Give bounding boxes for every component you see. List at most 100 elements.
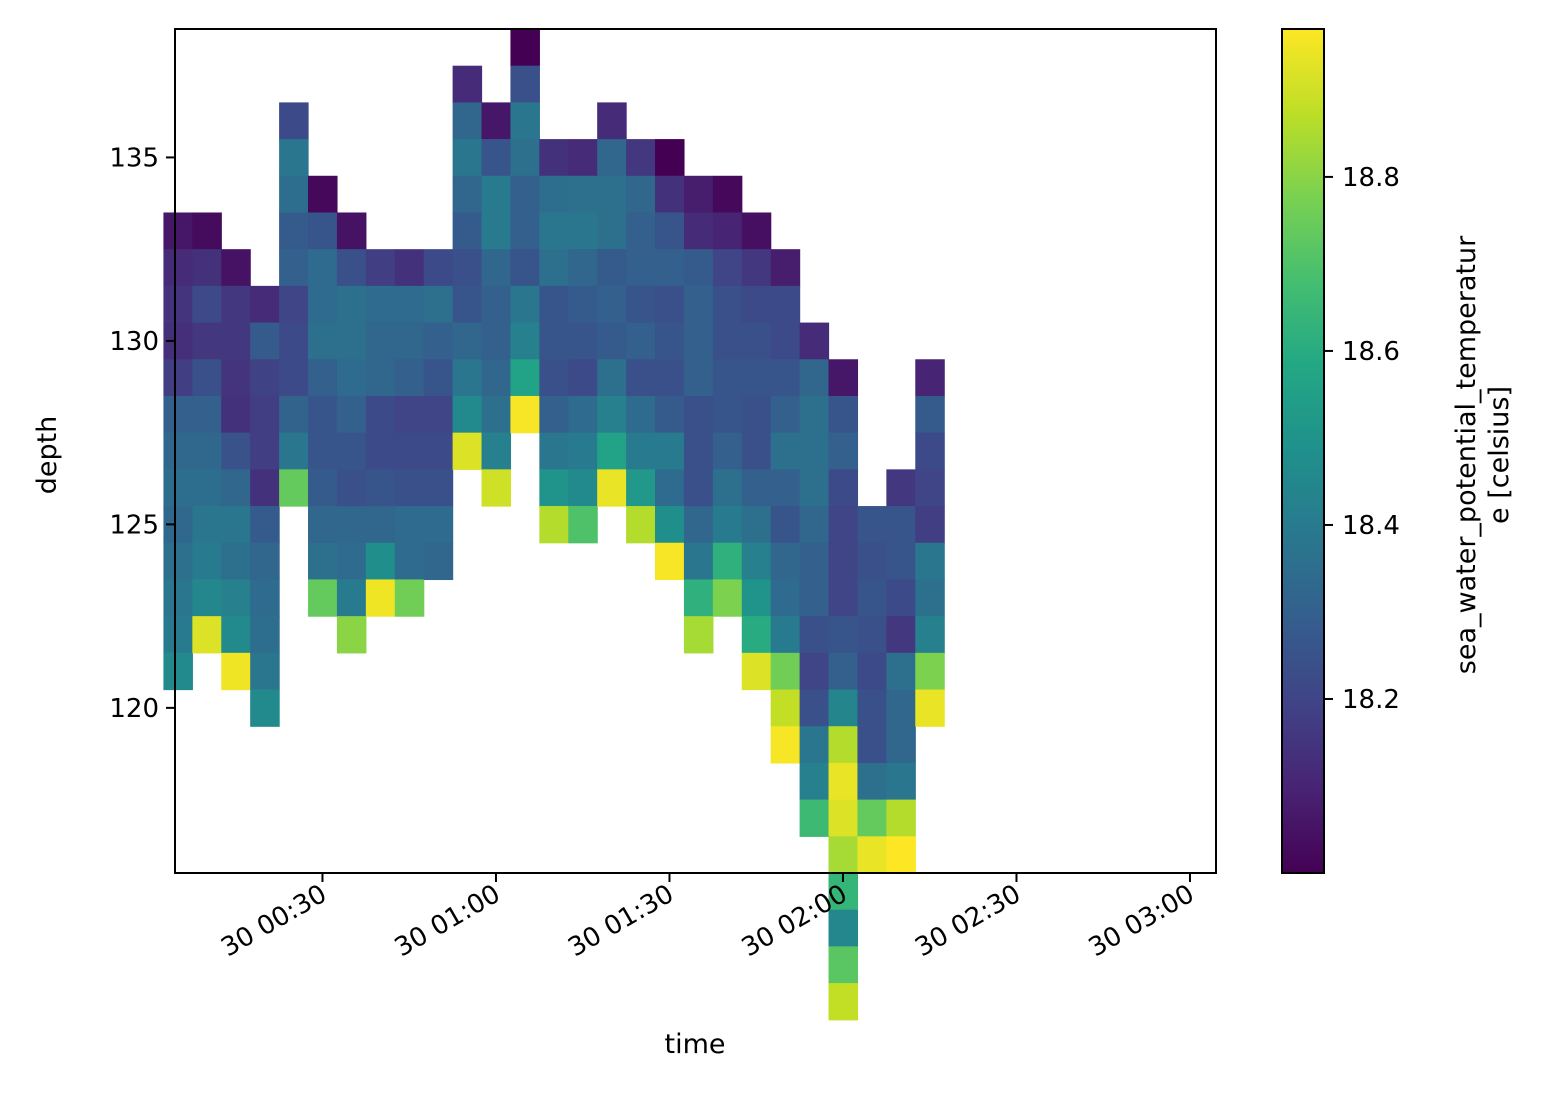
heatmap-cell [250,285,280,324]
heatmap-cell [828,359,859,397]
heatmap-cell [452,212,483,250]
heatmap-cell [597,469,627,507]
heatmap-cell [828,652,859,691]
heatmap-cell [915,469,945,507]
heatmap-cell [828,983,859,1021]
heatmap-cell [770,689,801,727]
heatmap-cell [192,359,222,397]
y-tick-label: 135 [109,143,159,173]
heatmap-cell [308,579,338,617]
heatmap-cell [655,212,685,250]
heatmap-cell [626,285,656,324]
heatmap-cell [857,836,887,874]
heatmap-cell [712,506,743,544]
heatmap-cell [655,395,685,434]
heatmap-cell [192,285,222,324]
heatmap-cell [597,432,627,470]
heatmap-cell [683,322,714,360]
heatmap-cell [915,432,945,470]
heatmap-cell [655,285,685,324]
heatmap-cell [741,285,772,324]
heatmap-cell [770,432,801,470]
heatmap-cell [365,469,396,507]
heatmap-cell [481,285,512,324]
heatmap-cell [163,432,193,470]
heatmap-cell [250,542,280,581]
heatmap-cell [741,395,772,434]
heatmap-cell [886,836,916,874]
heatmap-cell [741,359,772,397]
heatmap-cell [828,506,859,544]
heatmap-cell [163,652,193,691]
heatmap-cell [192,616,222,654]
heatmap-cell [857,542,887,581]
heatmap-cell [655,432,685,470]
heatmap-cell [799,359,830,397]
heatmap-cell [799,322,830,360]
heatmap-cell [365,285,396,324]
heatmap-cell [597,395,627,434]
heatmap-cell [279,359,309,397]
heatmap-cell [452,102,483,140]
heatmap-cell [857,726,887,764]
heatmap-cell [221,359,251,397]
heatmap-cell [915,506,945,544]
heatmap-cell [597,212,627,250]
heatmap-cell [539,469,569,507]
heatmap-cell [539,249,569,287]
heatmap-cell [452,285,483,324]
heatmap-cell [799,579,830,617]
heatmap-cell [423,322,454,360]
heatmap-cell [770,469,801,507]
heatmap-cell [886,469,916,507]
heatmap-cell [279,102,309,140]
heatmap-cell [192,432,222,470]
heatmap-cell [365,249,396,287]
heatmap-cell [192,579,222,617]
heatmap-cell [394,469,425,507]
heatmap-cell [712,175,743,214]
heatmap-cell [770,249,801,287]
heatmap-cell [452,175,483,214]
heatmap-cell [741,212,772,250]
heatmap-cell [336,579,367,617]
x-axis-label: time [664,1029,725,1060]
heatmap-cell [221,616,251,654]
heatmap-cell [712,212,743,250]
heatmap-cell [163,579,193,617]
heatmap-cell [365,359,396,397]
heatmap-cell [683,469,714,507]
x-tick-label: 30 01:00 [390,879,506,963]
heatmap-cell [510,322,540,360]
heatmap-cell [221,249,251,287]
heatmap-cell [539,212,569,250]
heatmap-cell [886,799,916,837]
heatmap-cell [683,285,714,324]
heatmap-cell [828,579,859,617]
heatmap-cell [221,285,251,324]
heatmap-cell [279,285,309,324]
heatmap-cell [308,432,338,470]
heatmap-cell [770,542,801,581]
heatmap-cell [597,175,627,214]
heatmap-cell [279,469,309,507]
heatmap-cell [828,432,859,470]
heatmap-cell [481,139,512,177]
heatmap-cell [308,212,338,250]
heatmap-cell [597,249,627,287]
heatmap-cell [683,506,714,544]
heatmap-cell [163,616,193,654]
heatmap-cell [163,249,193,287]
heatmap-cell [510,65,540,103]
heatmap-cell [655,249,685,287]
heatmap-cell [655,359,685,397]
heatmap-cell [394,506,425,544]
heatmap-cell [308,322,338,360]
heatmap-cell [539,285,569,324]
heatmap-cell [481,322,512,360]
heatmap-cell [770,322,801,360]
heatmap-cell [221,469,251,507]
heatmap-cell [394,395,425,434]
heatmap-cell [163,285,193,324]
